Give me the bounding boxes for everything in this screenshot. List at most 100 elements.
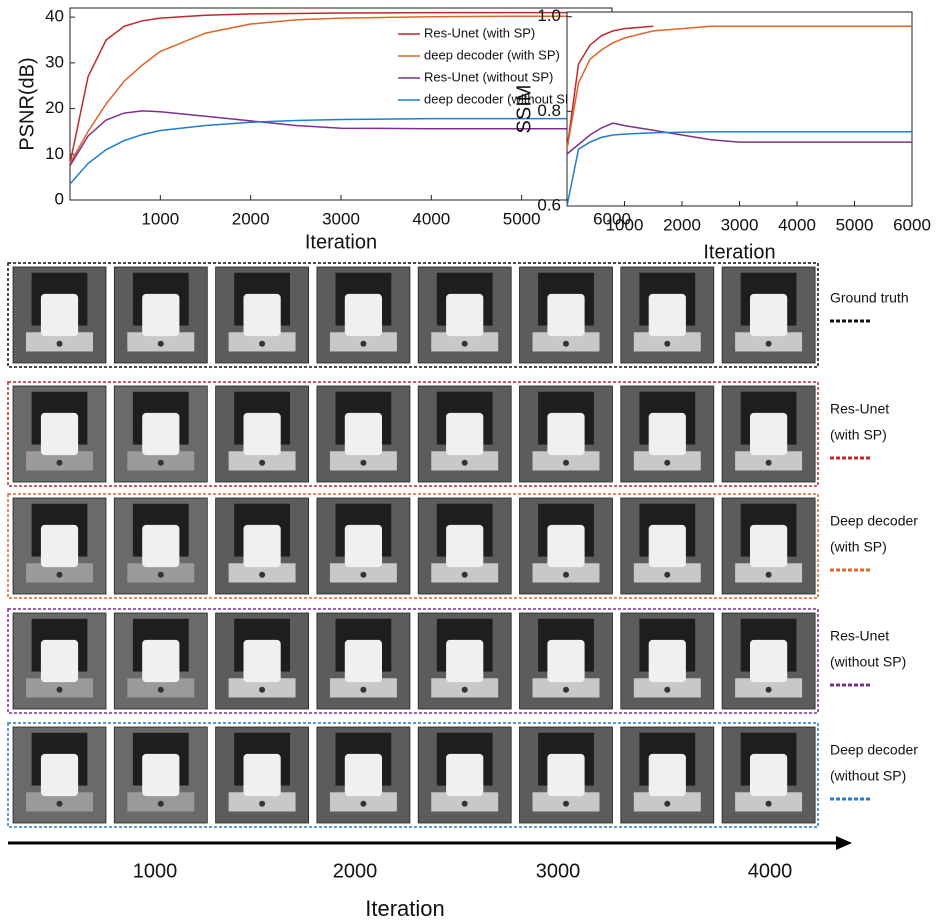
- x-tick-label: 1000: [606, 215, 644, 234]
- thumb-card: [547, 413, 584, 455]
- grid-x-label: 1000: [133, 860, 178, 882]
- thumb-card: [244, 754, 281, 796]
- thumb-lock: [360, 460, 366, 466]
- thumb-card: [547, 525, 584, 567]
- row-label: Deep decoder: [830, 513, 918, 529]
- grid-x-label: 3000: [536, 860, 581, 882]
- thumb-card: [750, 754, 787, 796]
- thumb-lock: [563, 460, 569, 466]
- legend-label: Res-Unet (with SP): [424, 25, 535, 40]
- thumb-lock: [664, 572, 670, 578]
- thumb-card: [244, 640, 281, 682]
- y-axis-label: PSNR(dB): [16, 57, 38, 150]
- thumb-card: [649, 525, 686, 567]
- x-tick-label: 4000: [412, 209, 450, 228]
- thumb-lock: [360, 687, 366, 693]
- thumb-card: [649, 640, 686, 682]
- thumb-card: [446, 754, 483, 796]
- y-tick-label: 10: [45, 144, 64, 163]
- thumb-lock: [158, 687, 164, 693]
- y-tick-label: 20: [45, 98, 64, 117]
- thumb-card: [345, 754, 382, 796]
- row-label: Deep decoder: [830, 742, 918, 758]
- thumb-card: [345, 525, 382, 567]
- thumb-lock: [664, 460, 670, 466]
- thumb-card: [446, 525, 483, 567]
- thumb-lock: [766, 341, 772, 347]
- thumb-lock: [360, 572, 366, 578]
- thumb-card: [142, 640, 179, 682]
- thumb-card: [244, 413, 281, 455]
- thumb-card: [345, 413, 382, 455]
- thumb-lock: [57, 801, 63, 807]
- thumb-card: [41, 754, 78, 796]
- thumb-card: [41, 413, 78, 455]
- thumb-lock: [57, 341, 63, 347]
- thumb-lock: [462, 687, 468, 693]
- thumb-card: [750, 413, 787, 455]
- y-tick-label: 0.6: [537, 195, 561, 214]
- y-tick-label: 1.0: [537, 6, 561, 25]
- x-tick-label: 5000: [503, 209, 541, 228]
- row-label: Res-Unet: [830, 628, 889, 644]
- thumb-card: [244, 294, 281, 336]
- legend-label: deep decoder (with SP): [424, 47, 560, 62]
- thumb-lock: [462, 801, 468, 807]
- thumb-lock: [563, 341, 569, 347]
- x-tick-label: 5000: [836, 215, 874, 234]
- thumb-lock: [563, 801, 569, 807]
- row-label: (with SP): [830, 427, 887, 443]
- thumb-card: [41, 640, 78, 682]
- thumb-lock: [664, 341, 670, 347]
- thumb-card: [649, 754, 686, 796]
- thumb-lock: [259, 801, 265, 807]
- arrow-head: [836, 836, 852, 850]
- thumb-lock: [462, 341, 468, 347]
- thumb-lock: [766, 801, 772, 807]
- thumb-lock: [259, 687, 265, 693]
- thumb-card: [41, 525, 78, 567]
- thumb-card: [244, 525, 281, 567]
- thumb-card: [142, 525, 179, 567]
- thumb-card: [446, 413, 483, 455]
- y-tick-label: 0: [55, 189, 64, 208]
- thumb-card: [750, 640, 787, 682]
- x-tick-label: 3000: [721, 215, 759, 234]
- thumb-card: [142, 754, 179, 796]
- thumb-lock: [57, 572, 63, 578]
- thumb-card: [345, 294, 382, 336]
- grid-axis-label: Iteration: [365, 896, 445, 921]
- thumb-lock: [259, 341, 265, 347]
- row-label: Res-Unet: [830, 401, 889, 417]
- thumb-lock: [462, 460, 468, 466]
- y-axis-label: SSIM: [513, 85, 535, 134]
- thumb-lock: [57, 460, 63, 466]
- row-label: (without SP): [830, 768, 906, 784]
- thumb-lock: [462, 572, 468, 578]
- thumb-card: [547, 754, 584, 796]
- thumb-card: [41, 294, 78, 336]
- x-tick-label: 2000: [663, 215, 701, 234]
- legend-label: Res-Unet (without SP): [424, 69, 553, 84]
- thumb-lock: [360, 801, 366, 807]
- x-axis-label: Iteration: [305, 231, 377, 253]
- thumb-card: [345, 640, 382, 682]
- thumb-card: [649, 294, 686, 336]
- y-tick-label: 30: [45, 52, 64, 71]
- thumb-lock: [360, 341, 366, 347]
- thumb-lock: [158, 801, 164, 807]
- thumb-lock: [664, 801, 670, 807]
- thumb-lock: [563, 687, 569, 693]
- x-tick-label: 4000: [778, 215, 816, 234]
- thumb-lock: [259, 460, 265, 466]
- figure: 010203040100020003000400050006000Iterati…: [0, 0, 938, 922]
- thumb-card: [446, 294, 483, 336]
- grid-x-label: 4000: [748, 860, 793, 882]
- y-tick-label: 40: [45, 7, 64, 26]
- thumb-card: [750, 294, 787, 336]
- thumb-lock: [563, 572, 569, 578]
- thumb-card: [547, 640, 584, 682]
- thumb-card: [142, 294, 179, 336]
- thumb-lock: [57, 687, 63, 693]
- thumb-card: [750, 525, 787, 567]
